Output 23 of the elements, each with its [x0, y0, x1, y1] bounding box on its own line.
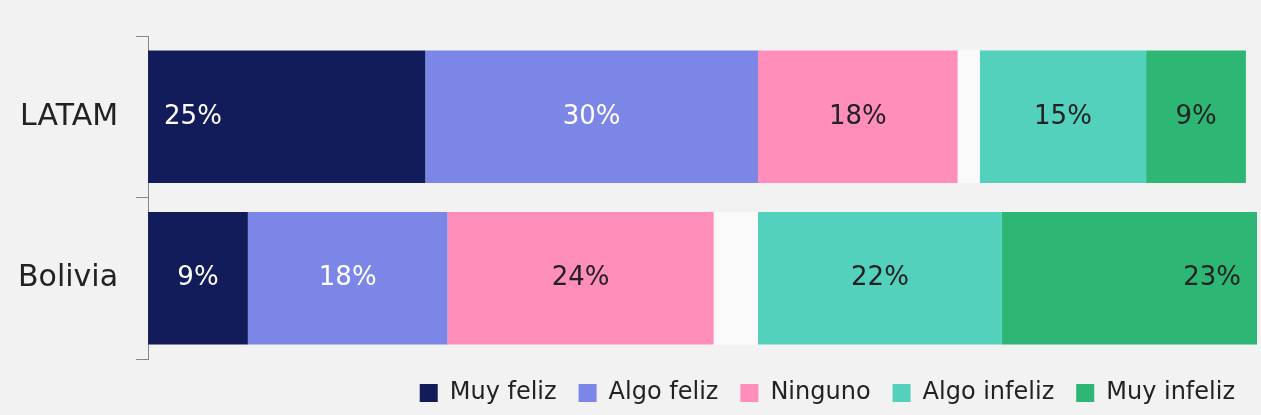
data-label: 30% — [562, 99, 621, 130]
bar — [1001, 212, 1257, 345]
data-label: 9% — [1175, 99, 1217, 130]
data-label: 18% — [828, 99, 887, 130]
bar — [1146, 50, 1246, 183]
bar — [425, 50, 758, 183]
data-label: 23% — [1183, 261, 1241, 291]
bar — [247, 212, 448, 345]
legend-label: Algo feliz — [608, 377, 719, 406]
data-label: 15% — [1034, 99, 1092, 130]
data-label: 9% — [177, 261, 219, 291]
legend-label: Ninguno — [770, 377, 871, 406]
y-tick-label: LATAM — [20, 96, 119, 132]
legend-label: Muy infeliz — [1106, 377, 1235, 406]
legend-label: Muy feliz — [449, 377, 557, 406]
data-label: 24% — [551, 261, 610, 291]
data-label: 18% — [318, 261, 377, 291]
data-label: 25% — [164, 99, 222, 130]
legend-label: Algo infeliz — [922, 377, 1055, 406]
y-tick-label: Bolivia — [18, 258, 119, 294]
bar — [148, 50, 426, 183]
data-label: 22% — [851, 261, 909, 291]
bar — [148, 212, 248, 345]
